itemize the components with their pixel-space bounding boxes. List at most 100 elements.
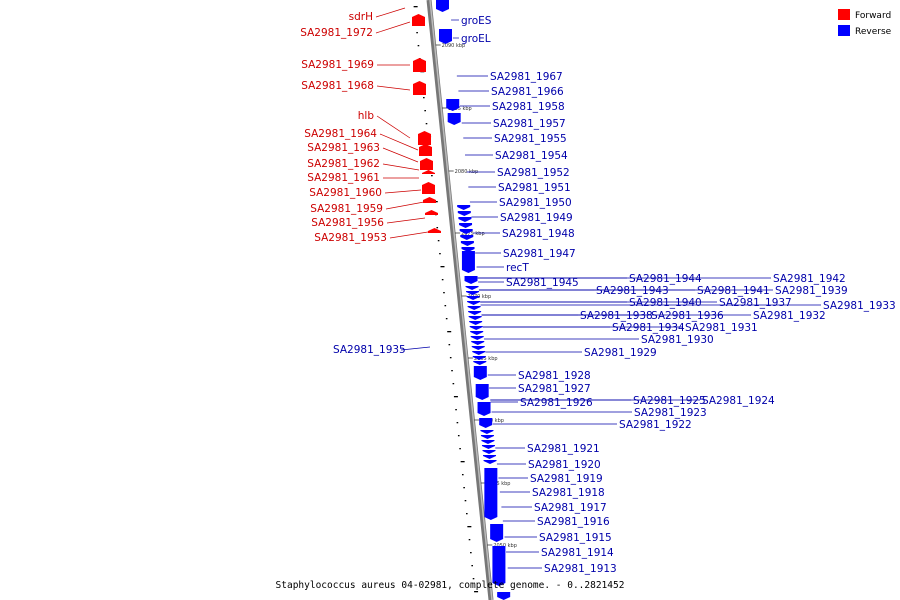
- reverse-gene-label[interactable]: SA2981_1948: [502, 228, 575, 240]
- reverse-gene-label[interactable]: SA2981_1939: [775, 285, 848, 297]
- forward-gene-label[interactable]: sdrH: [349, 11, 373, 23]
- reverse-gene-label[interactable]: SA2981_1955: [494, 133, 567, 145]
- reverse-gene-feature[interactable]: [466, 296, 480, 300]
- reverse-gene-feature[interactable]: [459, 223, 473, 228]
- reverse-gene-feature[interactable]: [479, 418, 493, 428]
- gene-features[interactable]: [412, 0, 511, 600]
- reverse-gene-feature[interactable]: [438, 29, 452, 44]
- forward-gene-label[interactable]: hlb: [358, 110, 375, 122]
- reverse-gene-feature[interactable]: [460, 235, 474, 240]
- reverse-gene-feature[interactable]: [469, 326, 483, 330]
- reverse-gene-feature[interactable]: [469, 321, 483, 325]
- reverse-gene-label[interactable]: SA2981_1942: [773, 273, 846, 285]
- reverse-gene-label[interactable]: SA2981_1958: [492, 101, 565, 113]
- reverse-gene-feature[interactable]: [464, 276, 478, 284]
- reverse-gene-label[interactable]: groES: [461, 15, 492, 27]
- reverse-gene-feature[interactable]: [466, 291, 480, 295]
- reverse-gene-feature[interactable]: [475, 384, 489, 400]
- reverse-gene-feature[interactable]: [460, 241, 474, 246]
- reverse-gene-label[interactable]: SA2981_1943: [596, 285, 669, 297]
- reverse-gene-label[interactable]: SA2981_1917: [534, 502, 607, 514]
- reverse-gene-feature[interactable]: [482, 450, 496, 454]
- reverse-gene-label[interactable]: SA2981_1966: [491, 86, 564, 98]
- reverse-gene-label[interactable]: SA2981_1950: [499, 197, 572, 209]
- reverse-gene-label[interactable]: SA2981_1919: [530, 473, 603, 485]
- reverse-gene-feature[interactable]: [468, 311, 482, 315]
- forward-gene-label[interactable]: SA2981_1963: [307, 142, 380, 154]
- reverse-gene-feature[interactable]: [481, 445, 495, 449]
- reverse-gene-feature[interactable]: [471, 346, 485, 350]
- reverse-gene-label[interactable]: SA2981_1957: [493, 118, 566, 130]
- reverse-gene-feature[interactable]: [446, 99, 460, 111]
- reverse-gene-feature[interactable]: [492, 546, 506, 586]
- reverse-gene-label[interactable]: SA2981_1931: [685, 322, 758, 334]
- reverse-gene-label[interactable]: SA2981_1924: [702, 395, 775, 407]
- reverse-gene-label[interactable]: SA2981_1938: [580, 310, 653, 322]
- forward-gene-label[interactable]: SA2981_1961: [307, 172, 380, 184]
- reverse-gene-feature[interactable]: [484, 468, 498, 520]
- reverse-gene-feature[interactable]: [470, 336, 484, 340]
- reverse-gene-label[interactable]: SA2981_1967: [490, 71, 563, 83]
- reverse-gene-feature[interactable]: [480, 435, 494, 439]
- reverse-gene-label[interactable]: SA2981_1932: [753, 310, 826, 322]
- forward-gene-label[interactable]: SA2981_1959: [310, 203, 383, 215]
- reverse-gene-feature[interactable]: [459, 229, 473, 234]
- reverse-gene-feature[interactable]: [458, 217, 472, 222]
- reverse-gene-label[interactable]: SA2981_1949: [500, 212, 573, 224]
- forward-gene-feature[interactable]: [428, 228, 441, 233]
- reverse-gene-label[interactable]: SA2981_1935: [333, 344, 406, 356]
- forward-gene-feature[interactable]: [423, 197, 436, 203]
- reverse-gene-label[interactable]: SA2981_1940: [629, 297, 702, 309]
- reverse-gene-label[interactable]: SA2981_1923: [634, 407, 707, 419]
- reverse-gene-label[interactable]: recT: [506, 262, 529, 274]
- reverse-gene-label[interactable]: SA2981_1945: [506, 277, 579, 289]
- reverse-gene-label[interactable]: SA2981_1952: [497, 167, 570, 179]
- forward-gene-feature[interactable]: [420, 158, 433, 170]
- reverse-gene-label[interactable]: SA2981_1913: [544, 563, 617, 575]
- reverse-gene-feature[interactable]: [470, 331, 484, 335]
- reverse-gene-label[interactable]: SA2981_1941: [697, 285, 770, 297]
- reverse-gene-feature[interactable]: [473, 361, 487, 365]
- reverse-gene-feature[interactable]: [468, 316, 482, 320]
- forward-gene-feature[interactable]: [418, 131, 431, 145]
- forward-gene-label[interactable]: SA2981_1968: [301, 80, 374, 92]
- reverse-gene-label[interactable]: groEL: [461, 33, 491, 45]
- reverse-gene-label[interactable]: SA2981_1915: [539, 532, 612, 544]
- reverse-gene-label[interactable]: SA2981_1920: [528, 459, 601, 471]
- forward-gene-label[interactable]: SA2981_1953: [314, 232, 387, 244]
- reverse-gene-feature[interactable]: [467, 306, 481, 310]
- forward-gene-label[interactable]: SA2981_1964: [304, 128, 377, 140]
- reverse-gene-feature[interactable]: [457, 205, 471, 210]
- forward-gene-label[interactable]: SA2981_1962: [307, 158, 380, 170]
- forward-gene-label[interactable]: SA2981_1960: [309, 187, 382, 199]
- gene-labels[interactable]: sdrH SA2981_1972 SA2981_1969 SA2981_1968hlb…: [300, 11, 896, 575]
- reverse-gene-feature[interactable]: [472, 351, 486, 355]
- reverse-gene-label[interactable]: SA2981_1934: [612, 322, 685, 334]
- reverse-gene-feature[interactable]: [481, 440, 495, 444]
- reverse-gene-feature[interactable]: [480, 430, 494, 434]
- reverse-gene-label[interactable]: SA2981_1916: [537, 516, 610, 528]
- reverse-gene-label[interactable]: SA2981_1944: [629, 273, 702, 285]
- reverse-gene-label[interactable]: SA2981_1914: [541, 547, 614, 559]
- forward-gene-feature[interactable]: [413, 58, 426, 72]
- forward-gene-feature[interactable]: [413, 81, 426, 95]
- reverse-gene-label[interactable]: SA2981_1954: [495, 150, 568, 162]
- reverse-gene-feature[interactable]: [461, 247, 475, 252]
- reverse-gene-feature[interactable]: [497, 592, 511, 600]
- reverse-gene-feature[interactable]: [490, 524, 504, 542]
- reverse-gene-label[interactable]: SA2981_1937: [719, 297, 792, 309]
- reverse-gene-label[interactable]: SA2981_1921: [527, 443, 600, 455]
- reverse-gene-label[interactable]: SA2981_1925: [633, 395, 706, 407]
- forward-gene-feature[interactable]: [422, 182, 435, 194]
- forward-gene-feature[interactable]: [412, 14, 425, 26]
- reverse-gene-label[interactable]: SA2981_1922: [619, 419, 692, 431]
- forward-gene-feature[interactable]: [422, 170, 435, 174]
- reverse-gene-feature[interactable]: [461, 251, 475, 273]
- reverse-gene-feature[interactable]: [477, 402, 491, 416]
- reverse-gene-label[interactable]: SA2981_1951: [498, 182, 571, 194]
- reverse-gene-feature[interactable]: [436, 0, 449, 12]
- reverse-gene-feature[interactable]: [483, 455, 497, 459]
- forward-gene-label[interactable]: SA2981_1956: [311, 217, 384, 229]
- reverse-gene-feature[interactable]: [465, 286, 479, 290]
- forward-gene-label[interactable]: SA2981_1969: [301, 59, 374, 71]
